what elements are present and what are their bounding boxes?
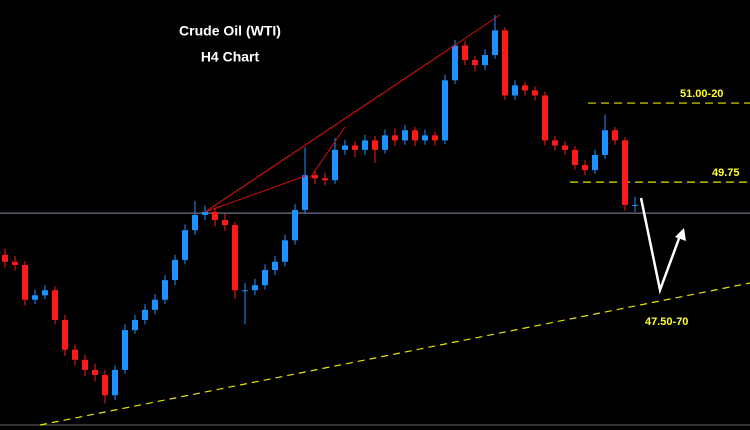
candle-body [442, 80, 448, 141]
candle-body [532, 90, 538, 96]
candle-body [282, 240, 288, 262]
candle-body [262, 270, 268, 286]
candle-body [572, 149, 578, 166]
candle-body [272, 261, 278, 271]
candle-body [602, 130, 608, 155]
candle-body [42, 290, 48, 296]
level-label: 51.00-20 [680, 88, 723, 100]
chart-subtitle: H4 Chart [201, 49, 260, 65]
overlay [204, 14, 501, 213]
candle-body [202, 211, 208, 215]
candle-body [242, 290, 248, 292]
candle-body [112, 369, 118, 396]
candle-body [312, 175, 318, 179]
candle-body [182, 230, 188, 260]
candle-body [152, 299, 158, 310]
candle-body [252, 285, 258, 291]
candle-body [542, 95, 548, 141]
candle-body [192, 215, 198, 231]
candle-body [12, 261, 18, 265]
candle-body [332, 149, 338, 181]
candle-body [432, 135, 438, 141]
candle-body [142, 309, 148, 320]
candle-body [222, 220, 228, 226]
candle-body [92, 369, 98, 375]
candle-body [52, 290, 58, 320]
candle-body [582, 165, 588, 171]
candle-body [122, 330, 128, 370]
candle-body [522, 85, 528, 91]
candle-body [422, 135, 428, 141]
candle-body [382, 135, 388, 150]
candle-body [492, 30, 498, 56]
candle-body [82, 359, 88, 370]
candle-body [72, 349, 78, 360]
candle-body [622, 140, 628, 205]
channel-line [204, 175, 306, 213]
candle-body [392, 135, 398, 141]
channel-line [309, 126, 346, 179]
channel-line [204, 44, 456, 213]
candle-body [2, 254, 8, 262]
level-label: 49.75 [712, 167, 740, 179]
candle-body [302, 175, 308, 210]
candle-body [32, 295, 38, 300]
arrow-head [675, 228, 686, 241]
trendline [39, 282, 750, 426]
candle-body [462, 45, 468, 61]
candle-body [102, 374, 108, 396]
candle-body [162, 280, 168, 300]
candle-body [562, 145, 568, 150]
candle-body [172, 259, 178, 281]
candle-body [362, 140, 368, 150]
candle-body [352, 145, 358, 150]
candle-body [22, 264, 28, 300]
candle-body [372, 140, 378, 150]
candle-body [212, 211, 218, 221]
candle-body [632, 204, 638, 206]
forecast-arrow [639, 197, 683, 295]
candle-body [592, 154, 598, 171]
candle-body [232, 225, 238, 291]
candle-body [402, 130, 408, 141]
candle-body [342, 145, 348, 150]
candle-body [472, 60, 478, 66]
candle-body [292, 209, 298, 241]
candle-body [482, 55, 488, 66]
chart-title: Crude Oil (WTI) [179, 23, 281, 39]
candle-body [552, 140, 558, 146]
candle-body [452, 45, 458, 81]
candle-body [132, 319, 138, 331]
candle-body [512, 85, 518, 96]
candle-body [412, 130, 418, 141]
candle-body [502, 30, 508, 96]
trendline-label: 47.50-70 [645, 316, 688, 328]
candle-body [322, 178, 328, 181]
candle-body [62, 319, 68, 350]
candle-body [612, 130, 618, 141]
